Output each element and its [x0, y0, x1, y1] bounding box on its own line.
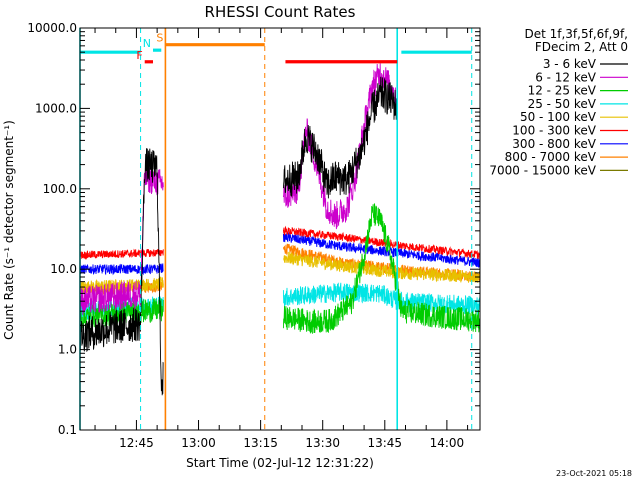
legend-label-7000-15000-kev: 7000 - 15000 keV [489, 163, 596, 177]
series-line-100-300-kev [79, 225, 481, 261]
plot-frame [79, 27, 481, 431]
y-tick-label: 0.1 [58, 423, 77, 437]
status-bar-label-N: N [143, 37, 151, 50]
legend-label-800-7000-kev: 800 - 7000 keV [505, 150, 597, 164]
y-axis-label: Count Rate (s⁻¹ detector segment⁻¹) [2, 120, 16, 340]
y-tick-label: 10.0 [50, 262, 77, 276]
legend: Det 1f,3f,5f,6f,9f, FDecim 2, Att 0 3 - … [489, 27, 628, 177]
legend-label-3-6-kev: 3 - 6 keV [543, 57, 597, 71]
y-tick-label: 100.0 [43, 182, 77, 196]
series-line-12-25-kev [79, 203, 481, 334]
x-tick-label: 12:45 [119, 436, 154, 450]
footer-timestamp: 23-Oct-2021 05:18 [556, 469, 632, 478]
legend-label-50-100-kev: 50 - 100 keV [520, 110, 597, 124]
axes: 0.1 1.0 10.0 100.0 1000.0 10000.0 12:45 13:00 13… [27, 21, 480, 450]
legend-label-12-25-kev: 12 - 25 keV [528, 84, 597, 98]
x-tick-label: 13:00 [181, 436, 216, 450]
status-bar-label-F: F [136, 49, 142, 62]
chart-title: RHESSI Count Rates [205, 3, 356, 21]
legend-header-line-1: Det 1f,3f,5f,6f,9f, [524, 27, 628, 41]
series-line-3-6-kev [79, 76, 398, 396]
x-tick-label: 14:00 [430, 436, 465, 450]
plot-area: FN S [79, 28, 481, 430]
x-tick-label: 13:30 [305, 436, 340, 450]
status-bar-label-S: S [156, 32, 163, 45]
legend-label-25-50-kev: 25 - 50 keV [528, 97, 597, 111]
y-tick-label: 1000.0 [35, 101, 77, 115]
x-tick-label: 13:15 [243, 436, 278, 450]
y-tick-label: 1.0 [58, 343, 77, 357]
legend-label-6-12-kev: 6 - 12 keV [535, 70, 597, 84]
legend-label-300-800-kev: 300 - 800 keV [512, 137, 596, 151]
x-tick-label: 13:45 [367, 436, 402, 450]
legend-header-line-2: FDecim 2, Att 0 [535, 40, 628, 54]
x-axis-label: Start Time (02-Jul-12 12:31:22) [186, 456, 374, 470]
legend-label-100-300-kev: 100 - 300 keV [512, 124, 596, 138]
series-line-300-800-kev [79, 231, 481, 276]
y-tick-label: 10000.0 [27, 21, 77, 35]
